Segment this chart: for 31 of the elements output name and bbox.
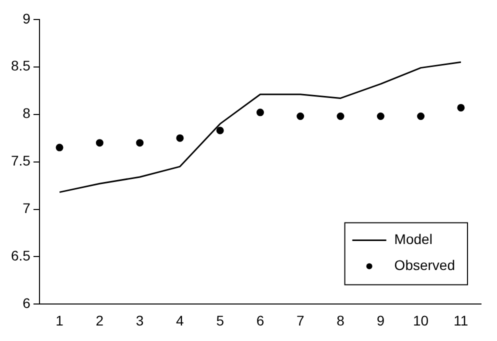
x-tick-label: 2 [96, 312, 104, 328]
point [457, 104, 465, 112]
y-tick-label: 7.5 [10, 152, 31, 169]
x-tick-label: 6 [256, 312, 264, 328]
legend-label: Observed [394, 257, 456, 274]
point [136, 139, 144, 147]
y-tick-label: 6 [22, 295, 31, 312]
x-tick-label: 1 [56, 312, 64, 328]
point [176, 134, 184, 142]
x-tick-label: 10 [413, 312, 429, 328]
point [56, 144, 64, 152]
point [216, 126, 224, 134]
point [417, 112, 425, 120]
x-tick-label: 11 [454, 312, 468, 328]
legend-label: Model [394, 231, 432, 248]
y-tick-label: 9 [22, 10, 31, 26]
point [336, 112, 344, 120]
point [296, 112, 304, 120]
x-tick-label: 4 [176, 312, 184, 328]
y-tick-label: 6.5 [10, 248, 31, 264]
y-tick-label: 8.5 [10, 58, 31, 74]
x-tick-label: 7 [296, 312, 304, 328]
x-tick-label: 3 [136, 312, 144, 328]
y-tick-label: 7 [22, 200, 31, 216]
point [376, 112, 384, 120]
x-tick-label: 9 [376, 312, 385, 328]
point [256, 108, 264, 116]
y-tick-label: 8 [22, 105, 31, 122]
x-tick-label: 8 [336, 312, 345, 328]
point [96, 139, 104, 147]
x-tick-label: 5 [216, 312, 224, 328]
